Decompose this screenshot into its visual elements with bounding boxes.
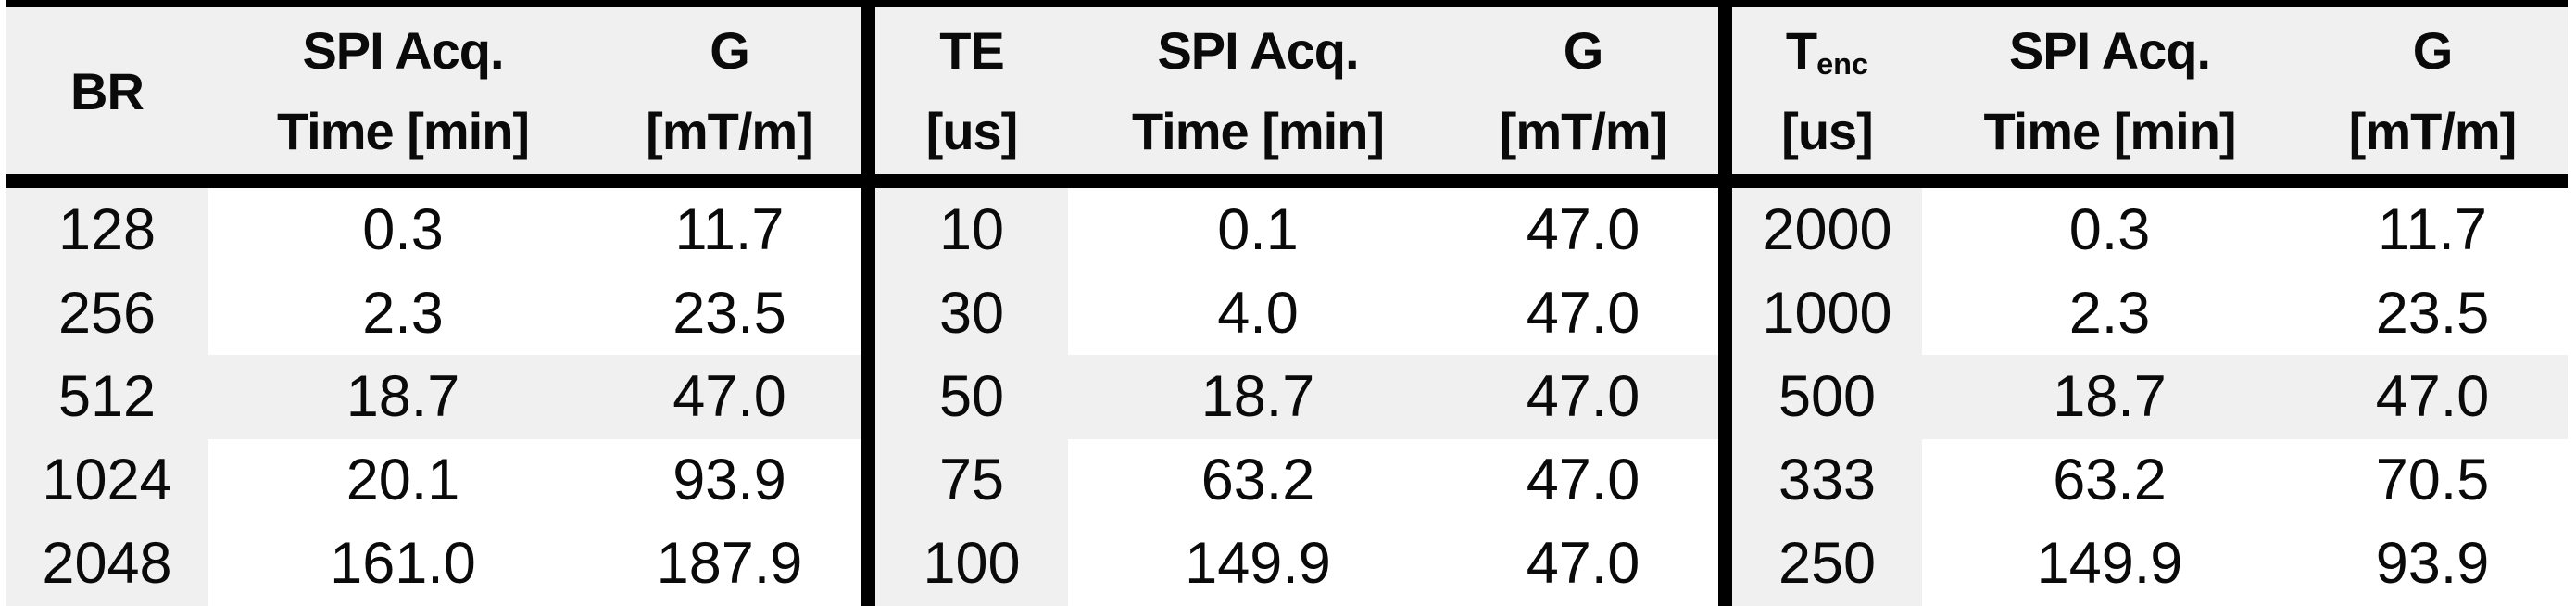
header-text-line2: [us] bbox=[925, 102, 1019, 160]
header-text-line2: [mT/m] bbox=[1499, 102, 1668, 160]
cell-g: 47.0 bbox=[1526, 363, 1640, 429]
column-header-g: G [mT/m] bbox=[597, 0, 861, 188]
cell-time: 20.1 bbox=[346, 448, 460, 513]
cell-param: 30 bbox=[938, 280, 1005, 346]
cell-param: 2048 bbox=[42, 531, 172, 597]
column-header-te: TE [us] bbox=[875, 0, 1068, 188]
header-text-line2: [mT/m] bbox=[646, 102, 814, 160]
section-tenc: Tenc [us] SPI Acq. Time [min] G [mT/m] 2… bbox=[1732, 0, 2568, 606]
cell-time: 2.3 bbox=[2068, 280, 2151, 346]
cell-g: 93.9 bbox=[672, 448, 786, 513]
cell-g: 47.0 bbox=[1526, 280, 1640, 346]
column-header-tenc: Tenc [us] bbox=[1732, 0, 1922, 188]
cell-param: 250 bbox=[1778, 531, 1877, 597]
header-text-line2: Time [min] bbox=[1131, 102, 1385, 160]
cell-time: 0.3 bbox=[362, 196, 444, 262]
cell-g: 11.7 bbox=[674, 196, 785, 262]
cell-param: 128 bbox=[57, 196, 157, 262]
cell-g: 47.0 bbox=[1526, 196, 1640, 262]
section-te: TE [us] SPI Acq. Time [min] G [mT/m] 10 … bbox=[875, 0, 1718, 606]
header-text: SPI Acq. bbox=[2008, 21, 2211, 80]
header-text: G bbox=[2412, 21, 2454, 80]
cell-time: 161.0 bbox=[330, 531, 476, 597]
highlighted-row-background bbox=[6, 355, 2568, 439]
header-background bbox=[6, 7, 2568, 174]
cell-param: 333 bbox=[1778, 448, 1877, 513]
header-text: G bbox=[710, 21, 750, 80]
column-header-time: SPI Acq. Time [min] bbox=[208, 0, 597, 188]
cell-g: 47.0 bbox=[672, 363, 786, 429]
cell-param: 10 bbox=[938, 196, 1005, 262]
header-separator-rule bbox=[6, 174, 2568, 188]
header-text-line2: [us] bbox=[1781, 102, 1874, 160]
column-header-time: SPI Acq. Time [min] bbox=[1922, 0, 2297, 188]
cell-time: 149.9 bbox=[1185, 531, 1331, 597]
table-top-border bbox=[6, 0, 2568, 7]
header-text: SPI Acq. bbox=[302, 21, 504, 80]
cell-time: 0.1 bbox=[1217, 196, 1299, 262]
cell-g: 23.5 bbox=[672, 280, 786, 346]
cell-time: 63.2 bbox=[2053, 448, 2167, 513]
cell-time: 63.2 bbox=[1200, 448, 1315, 513]
cell-g: 11.7 bbox=[2378, 196, 2487, 262]
cell-g: 93.9 bbox=[2375, 531, 2490, 597]
cell-param: 50 bbox=[938, 363, 1005, 429]
cell-param: 256 bbox=[57, 280, 157, 346]
header-text-line2: Time [min] bbox=[276, 102, 530, 160]
cell-g: 187.9 bbox=[656, 531, 803, 597]
cell-param: 500 bbox=[1778, 363, 1877, 429]
cell-g: 70.5 bbox=[2375, 448, 2490, 513]
header-text: SPI Acq. bbox=[1157, 21, 1359, 80]
section-divider-2 bbox=[1718, 0, 1732, 606]
section-br: BR SPI Acq. Time [min] G [mT/m] 128 0.3 … bbox=[6, 0, 861, 606]
cell-time: 2.3 bbox=[362, 280, 444, 346]
column-header-br: BR bbox=[6, 0, 208, 188]
header-text: G bbox=[1563, 21, 1604, 80]
cell-time: 18.7 bbox=[2053, 363, 2167, 429]
header-text: TE bbox=[939, 21, 1005, 80]
cell-time: 18.7 bbox=[346, 363, 460, 429]
section-divider-1 bbox=[861, 0, 875, 606]
cell-g: 47.0 bbox=[2375, 363, 2490, 429]
column-header-g: G [mT/m] bbox=[1448, 0, 1718, 188]
cell-time: 149.9 bbox=[2036, 531, 2183, 597]
cell-time: 18.7 bbox=[1200, 363, 1315, 429]
cell-g: 23.5 bbox=[2375, 280, 2490, 346]
cell-g: 47.0 bbox=[1526, 448, 1640, 513]
column-header-time: SPI Acq. Time [min] bbox=[1068, 0, 1448, 188]
cell-g: 47.0 bbox=[1526, 531, 1640, 597]
header-subscript: enc bbox=[1816, 46, 1869, 81]
cell-param: 512 bbox=[57, 363, 157, 429]
cell-param: 2000 bbox=[1762, 196, 1892, 262]
header-text-line2: [mT/m] bbox=[2348, 102, 2518, 160]
header-text-line2: Time [min] bbox=[1983, 102, 2236, 160]
cell-param: 1000 bbox=[1762, 280, 1892, 346]
header-text: T bbox=[1785, 21, 1817, 80]
header-text: BR bbox=[70, 61, 145, 120]
cell-param: 1024 bbox=[42, 448, 172, 513]
cell-param: 75 bbox=[938, 448, 1005, 513]
column-header-g: G [mT/m] bbox=[2297, 0, 2568, 188]
cell-time: 4.0 bbox=[1217, 280, 1299, 346]
cell-param: 100 bbox=[923, 531, 1021, 597]
cell-time: 0.3 bbox=[2068, 196, 2151, 262]
